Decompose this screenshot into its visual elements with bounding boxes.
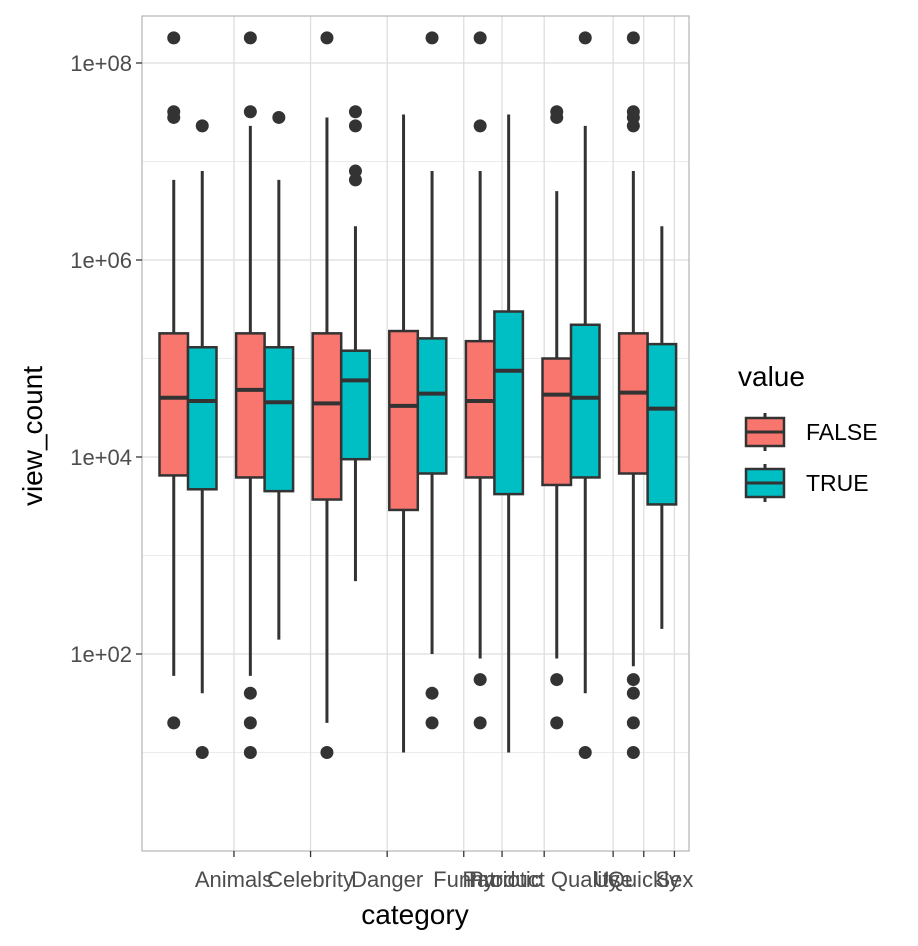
box-true-0 [186, 119, 218, 759]
box-true-5 [569, 31, 601, 759]
outlier-point [195, 119, 209, 133]
box-false-0 [158, 31, 190, 730]
box-body [388, 329, 420, 512]
outlier-point [425, 31, 439, 45]
outlier-point [626, 716, 640, 730]
x-tick-label: Product Quality [469, 867, 619, 892]
legend-title: value [738, 361, 805, 392]
outlier-point [550, 105, 564, 119]
box-true-3 [416, 31, 448, 730]
x-tick-label: Quickly [608, 867, 680, 892]
legend-key-true: TRUE [744, 464, 869, 502]
outlier-point [243, 686, 257, 700]
x-tick-label: Sex [655, 867, 693, 892]
box-false-3 [388, 114, 420, 753]
x-tick-label: Danger [351, 867, 423, 892]
legend-label: FALSE [806, 419, 878, 445]
outlier-point [348, 164, 362, 178]
box-false-5 [541, 105, 573, 730]
legend-keys: FALSE TRUE [744, 413, 878, 502]
y-tick-label: 1e+06 [70, 248, 132, 273]
box-body [416, 337, 448, 475]
y-axis-title: view_count [17, 366, 48, 506]
outlier-point [167, 105, 181, 119]
panel-border [141, 15, 690, 852]
outlier-point [348, 105, 362, 119]
outlier-point [243, 31, 257, 45]
outlier-point [626, 105, 640, 119]
box-body [263, 346, 295, 493]
outlier-point [195, 745, 209, 759]
box-body [339, 349, 371, 461]
x-axis-title: category [361, 899, 468, 930]
outlier-point [578, 31, 592, 45]
box-body [186, 346, 218, 491]
outlier-point [348, 173, 362, 187]
y-tick-label: 1e+08 [70, 51, 132, 76]
box-layer [158, 31, 678, 759]
outlier-point [626, 673, 640, 687]
outlier-point [626, 686, 640, 700]
outlier-point [243, 745, 257, 759]
outlier-point [272, 110, 286, 124]
outlier-point [473, 716, 487, 730]
box-true-1 [263, 110, 295, 640]
outlier-point [425, 686, 439, 700]
outlier-point [348, 119, 362, 133]
box-body [541, 357, 573, 487]
outlier-point [473, 119, 487, 133]
box-body [464, 339, 496, 479]
y-tick-label: 1e+04 [70, 445, 132, 470]
box-true-2 [339, 105, 371, 582]
outlier-point [473, 31, 487, 45]
outlier-point [243, 716, 257, 730]
outlier-point [320, 31, 334, 45]
legend-label: TRUE [806, 470, 869, 496]
x-tick-label: Patriotic [462, 867, 541, 892]
outlier-point [320, 745, 334, 759]
box-false-2 [311, 31, 343, 759]
box-body [158, 332, 190, 477]
outlier-point [425, 716, 439, 730]
box-body [493, 310, 525, 496]
y-tick-label: 1e+02 [70, 642, 132, 667]
box-body [617, 332, 649, 475]
box-true-4 [493, 114, 525, 753]
box-true-6 [646, 226, 678, 629]
y-axis: 1e+02 1e+04 1e+06 1e+08 [70, 51, 142, 667]
box-false-6 [617, 31, 649, 759]
x-tick-label: Animals [195, 867, 273, 892]
legend-key-false: FALSE [744, 413, 878, 451]
outlier-point [626, 745, 640, 759]
outlier-point [578, 745, 592, 759]
outlier-point [167, 716, 181, 730]
x-tick-label: Funny [433, 867, 494, 892]
outlier-point [243, 105, 257, 119]
x-tick-label: Use [594, 867, 633, 892]
box-false-4 [464, 31, 496, 730]
box-body [569, 323, 601, 479]
box-false-1 [234, 31, 266, 759]
outlier-point [550, 716, 564, 730]
x-tick-label: Celebrity [267, 867, 354, 892]
outlier-point [473, 673, 487, 687]
legend: value FALSE TRUE [738, 361, 878, 502]
box-body [311, 332, 343, 501]
outlier-point [550, 673, 564, 687]
box-body [646, 342, 678, 506]
box-body [234, 332, 266, 479]
outlier-point [167, 31, 181, 45]
outlier-point [626, 31, 640, 45]
